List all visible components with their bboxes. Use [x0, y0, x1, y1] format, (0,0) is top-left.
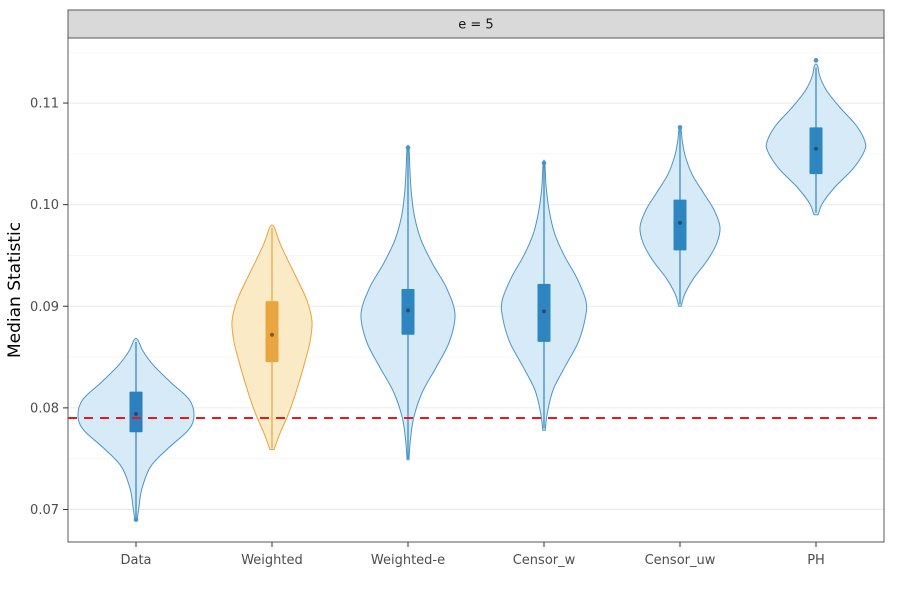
box-Weighted — [265, 301, 279, 363]
outlier-point-Data — [133, 517, 139, 522]
median-point-Data — [134, 411, 138, 416]
x-tick-label: Censor_w — [513, 553, 576, 568]
y-axis-title: Median Statistic — [5, 222, 25, 358]
y-tick-label: 0.07 — [30, 503, 59, 518]
y-tick-label: 0.09 — [30, 300, 59, 315]
panel-background — [68, 38, 884, 542]
axis-content: 0.07 0.08 0.09 0.10 0.11 Data Weighted Weighted… — [30, 97, 825, 568]
median-point-PH — [814, 146, 818, 151]
box-Censor_uw — [673, 199, 687, 251]
facet-strip-label: e = 5 — [458, 18, 493, 33]
x-tick-label: Weighted — [241, 553, 303, 568]
outlier-point-PH — [813, 58, 819, 63]
x-tick-label: Data — [120, 553, 151, 568]
median-point-Censor_uw — [678, 220, 682, 225]
x-tick-label: Censor_uw — [645, 553, 716, 568]
y-tick-label: 0.08 — [30, 401, 59, 416]
x-tick-label: Weighted-e — [371, 553, 445, 568]
outlier-point-Weighted-e — [405, 145, 411, 151]
median-point-Weighted — [270, 332, 274, 337]
median-point-Censor_w — [542, 309, 546, 314]
facet-strip — [67, 9, 885, 39]
y-tick-label: 0.11 — [30, 97, 59, 112]
chart-content — [68, 51, 884, 522]
y-tick-label: 0.10 — [30, 198, 59, 213]
x-tick-label: PH — [807, 553, 825, 568]
box-Data — [129, 391, 143, 433]
outlier-point-Censor_uw — [677, 125, 683, 130]
median-point-Weighted-e — [406, 308, 410, 313]
box-PH — [809, 127, 823, 175]
outlier-point-Censor_w — [541, 160, 547, 166]
